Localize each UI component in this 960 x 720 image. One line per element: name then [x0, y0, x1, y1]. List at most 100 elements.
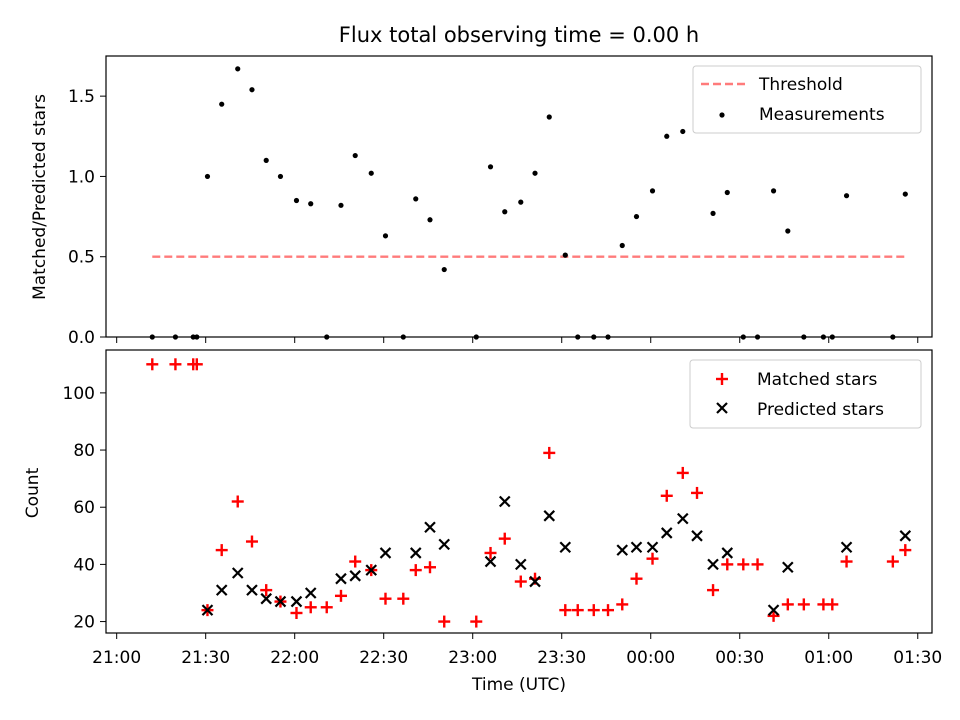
predicted-star-point — [409, 547, 422, 559]
ratio-y-axis-label: Matched/Predicted stars — [30, 94, 50, 300]
measurement-point — [277, 173, 284, 180]
measurement-point — [219, 101, 225, 107]
predicted-star-point — [274, 595, 287, 608]
measurement-point — [546, 114, 552, 120]
predicted-star-point — [246, 584, 258, 596]
count-x-tick-label: 21:30 — [181, 648, 230, 668]
matched-star-point — [543, 446, 556, 459]
measurement-point — [562, 252, 568, 258]
matched-star-point — [691, 486, 704, 499]
matched-star-point — [797, 598, 810, 611]
matched-star-point — [290, 606, 303, 619]
predicted-star-point — [231, 567, 244, 579]
matched-star-point — [409, 564, 422, 577]
measurements-legend-label: Measurements — [759, 105, 885, 125]
ratio-y-tick-label: 1.0 — [68, 167, 95, 187]
measurement-point — [235, 66, 241, 72]
count-x-tick-label: 01:00 — [804, 648, 853, 668]
matched-star-point — [498, 532, 511, 545]
measurement-point — [204, 173, 211, 180]
predicted-star-point — [335, 572, 347, 585]
matched-star-point — [587, 604, 600, 617]
matched-star-point — [334, 589, 347, 602]
predicted-star-point — [290, 595, 303, 608]
predicted-star-point — [646, 541, 659, 554]
matched-star-point — [397, 592, 410, 605]
predicted-star-point — [304, 587, 317, 599]
ratio-y-tick-label: 0.0 — [68, 328, 95, 348]
predicted-star-point — [660, 527, 673, 539]
predicted-star-point — [215, 584, 228, 596]
predicted-star-point — [379, 547, 392, 559]
ratio-y-tick-label: 0.5 — [68, 248, 95, 268]
chart-title: Flux total observing time = 0.00 h — [339, 23, 699, 47]
count-y-tick-label: 20 — [73, 613, 95, 633]
measurement-point — [368, 170, 374, 176]
count-legend-box — [689, 359, 922, 429]
count-x-tick-label: 01:30 — [893, 648, 942, 668]
matched-star-point — [767, 609, 780, 622]
predicted-star-point — [840, 541, 853, 554]
ratio-plot-frame — [105, 55, 933, 338]
count-y-tick-label: 60 — [73, 498, 95, 518]
matched-star-point — [438, 615, 451, 628]
predicted-star-point — [767, 604, 780, 616]
matched-star-point — [349, 555, 362, 568]
measurement-point — [518, 199, 524, 205]
matched-star-point — [840, 555, 853, 568]
measurement-point — [619, 242, 625, 249]
predicted-legend-swatch — [716, 402, 728, 414]
matched-star-point — [751, 558, 764, 571]
count-y-tick-label: 100 — [63, 384, 95, 404]
matched-star-point — [676, 466, 689, 479]
predicted-legend-label: Predicted stars — [757, 400, 884, 420]
matched-star-point — [470, 615, 483, 628]
matched-star-point — [721, 558, 734, 571]
matched-star-point — [602, 604, 615, 617]
matched-star-point — [304, 601, 317, 614]
count-plot-frame — [105, 349, 933, 634]
matched-star-point — [245, 535, 258, 548]
predicted-star-point — [201, 604, 214, 616]
matched-star-point — [231, 495, 244, 508]
count-x-tick-label: 23:00 — [448, 648, 497, 668]
matched-star-point — [737, 558, 750, 571]
matched-star-point — [260, 584, 273, 597]
predicted-star-point — [707, 558, 719, 571]
measurement-point — [649, 188, 656, 194]
measurement-point — [902, 191, 908, 197]
count-x-tick-label: 00:00 — [626, 648, 675, 668]
count-x-tick-label: 00:30 — [715, 648, 764, 668]
predicted-star-point — [721, 547, 734, 559]
matched-star-point — [169, 358, 182, 371]
matched-star-point — [646, 552, 659, 565]
predicted-star-point — [349, 570, 362, 582]
measurement-point — [770, 188, 777, 194]
predicted-star-point — [630, 541, 643, 554]
count-x-tick-label: 22:00 — [270, 648, 319, 668]
matched-legend-swatch — [716, 373, 728, 385]
measurement-point — [382, 233, 389, 239]
predicted-star-point — [365, 564, 378, 576]
predicted-star-point — [260, 592, 272, 605]
matched-star-point — [886, 555, 899, 568]
matched-star-point — [559, 604, 572, 617]
ratio-panel: 0.0 0.5 1.0 1.5 Matched/Predicted stars Thr… — [30, 55, 933, 348]
threshold-legend-label: Threshold — [758, 75, 843, 95]
matched-star-point — [826, 598, 839, 611]
matched-star-point — [707, 584, 720, 597]
measurement-point — [293, 197, 300, 204]
predicted-star-point — [484, 555, 497, 568]
matched-star-point — [320, 601, 333, 614]
count-x-tick-label: 22:30 — [359, 648, 408, 668]
matched-star-point — [423, 561, 436, 574]
count-x-tick-label: 23:30 — [537, 648, 586, 668]
measurement-point — [724, 189, 730, 196]
measurement-point — [532, 170, 538, 176]
ratio-y-tick-label: 1.5 — [68, 87, 95, 107]
measurement-point — [263, 157, 269, 163]
predicted-star-point — [498, 495, 511, 508]
measurement-point — [785, 228, 791, 234]
measurement-point — [441, 266, 447, 273]
count-y-tick-label: 80 — [73, 441, 95, 461]
